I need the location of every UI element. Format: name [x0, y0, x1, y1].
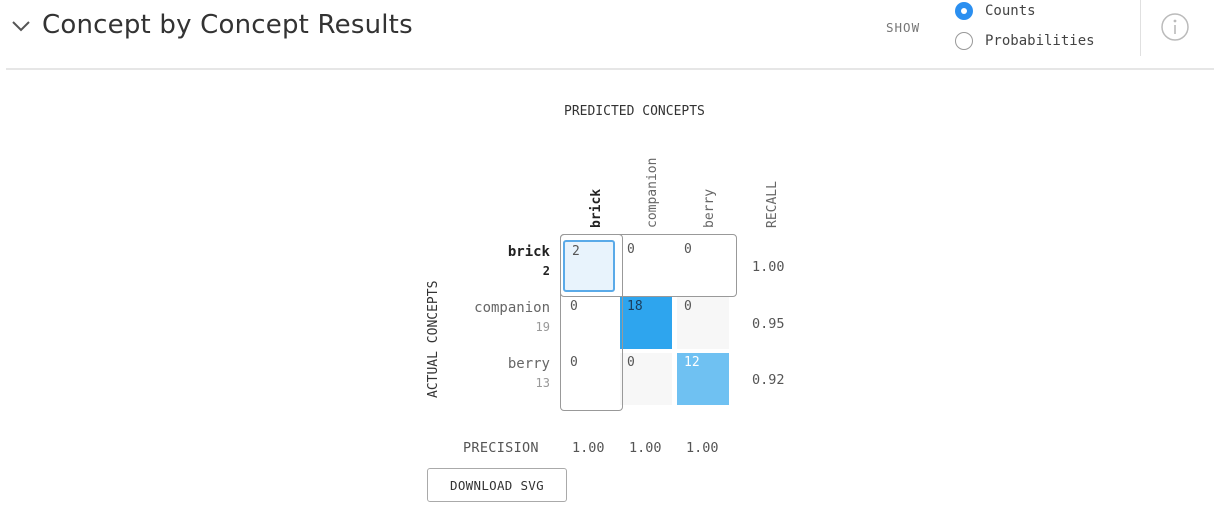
recall-header: RECALL	[765, 181, 780, 228]
row-count-companion: 19	[535, 320, 550, 334]
row-count-brick: 2	[542, 264, 550, 278]
download-svg-button[interactable]: DOWNLOAD SVG	[427, 468, 567, 502]
show-label: SHOW	[886, 20, 921, 35]
actual-concepts-axis-label: ACTUAL CONCEPTS	[426, 280, 441, 398]
recall-value: 0.92	[752, 372, 785, 388]
radio-counts-label: Counts	[985, 3, 1036, 19]
radio-unchecked-icon[interactable]	[955, 32, 973, 50]
matrix-cell[interactable]: 0	[620, 353, 672, 405]
radio-probabilities-label: Probabilities	[985, 33, 1095, 49]
header-rule	[6, 68, 1214, 70]
matrix-cell[interactable]: 12	[677, 353, 729, 405]
recall-value: 0.95	[752, 316, 785, 332]
row-label-companion: companion	[474, 300, 550, 316]
precision-label: PRECISION	[463, 440, 539, 456]
header-divider	[1140, 0, 1141, 56]
matrix-cell[interactable]: 0	[570, 299, 578, 314]
info-icon[interactable]	[1160, 12, 1190, 42]
radio-checked-icon[interactable]	[955, 2, 973, 20]
row-label-brick: brick	[507, 244, 550, 260]
recall-value: 1.00	[752, 259, 785, 275]
row-label-berry: berry	[507, 356, 550, 372]
matrix-cell[interactable]: 18	[620, 297, 672, 349]
column-label-brick: brick	[589, 188, 604, 228]
radio-probabilities[interactable]: Probabilities	[955, 32, 1095, 50]
matrix-cell[interactable]: 0	[570, 355, 578, 370]
column-label-berry: berry	[702, 188, 717, 228]
precision-value: 1.00	[686, 440, 719, 456]
matrix-cell[interactable]: 0	[627, 242, 635, 257]
matrix-cell[interactable]: 0	[684, 242, 692, 257]
section-title: Concept by Concept Results	[42, 10, 413, 40]
section-header: Concept by Concept Results SHOW Counts P…	[0, 0, 1220, 70]
predicted-concepts-axis-label: PREDICTED CONCEPTS	[564, 104, 705, 119]
precision-value: 1.00	[572, 440, 605, 456]
row-count-berry: 13	[535, 376, 550, 390]
precision-value: 1.00	[629, 440, 662, 456]
column-label-companion: companion	[645, 157, 660, 228]
chevron-down-icon[interactable]	[10, 18, 32, 34]
radio-counts[interactable]: Counts	[955, 2, 1036, 20]
matrix-cell[interactable]: 2	[563, 240, 615, 292]
matrix-cell[interactable]: 0	[677, 297, 729, 349]
